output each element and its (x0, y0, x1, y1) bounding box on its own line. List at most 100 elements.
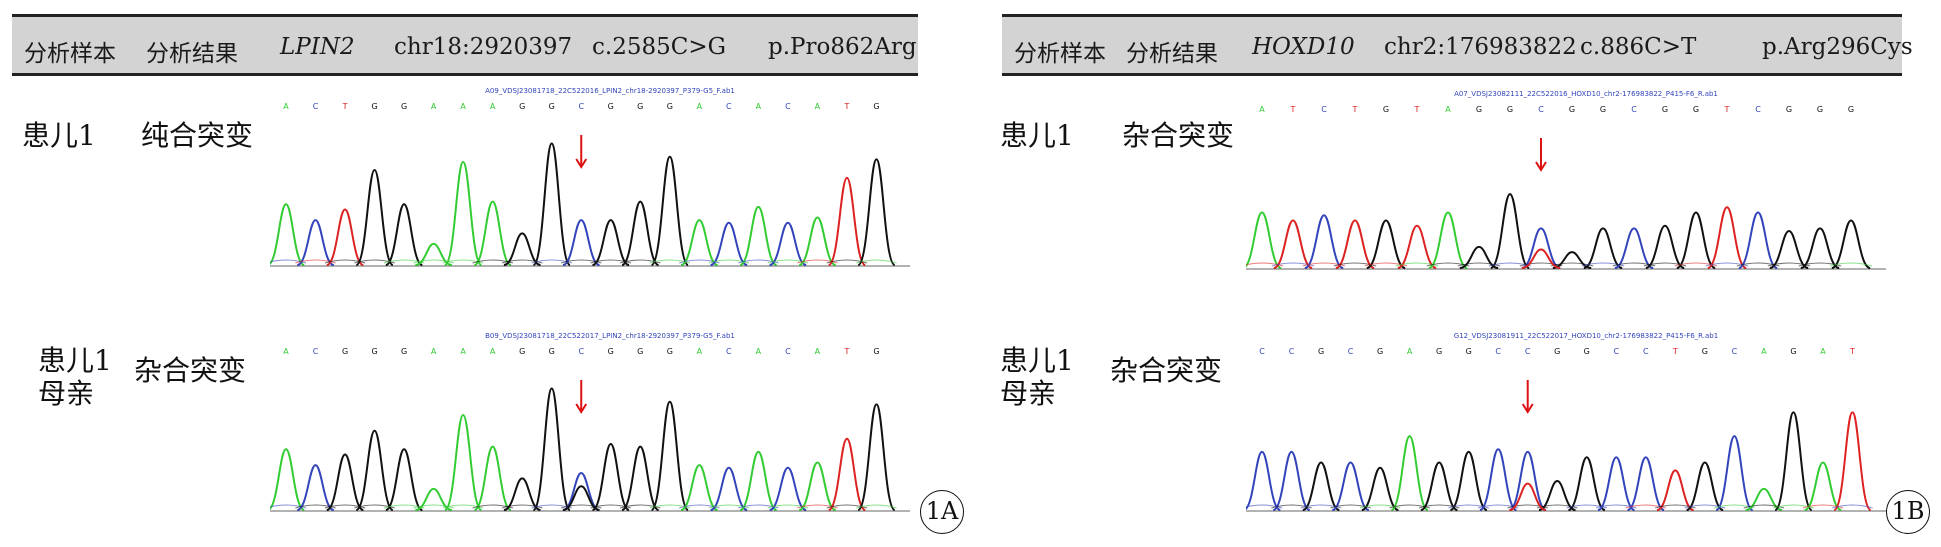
base-call: C (313, 102, 319, 111)
trace-peak (798, 461, 837, 511)
trace-filename: B09_VDSJ23081718_22C522017_LPIN2_chr18-2… (485, 332, 735, 340)
trace-noise (738, 504, 779, 509)
trace-peak (1273, 219, 1313, 269)
trace-noise (1643, 262, 1687, 267)
trace-peak (591, 442, 630, 511)
trace-noise (1773, 504, 1814, 509)
secondary-peak (1509, 482, 1547, 511)
base-call: G (873, 347, 879, 356)
variant-header: 分析样本 分析结果 HOXD10 chr2:176983822 c.886C>T… (1002, 14, 1913, 76)
trace-noise (1655, 504, 1696, 509)
trace-noise (649, 504, 691, 509)
trace-peak (1428, 211, 1468, 269)
trace-peak (270, 203, 305, 266)
trace-peak (769, 466, 807, 511)
trace-noise (826, 504, 868, 509)
base-call: C (578, 102, 584, 111)
trace-noise (442, 259, 484, 264)
trace-noise (1743, 504, 1785, 509)
trace-peak (1831, 219, 1871, 269)
base-call: C (578, 347, 584, 356)
base-call: G (1476, 105, 1482, 114)
trace-noise (797, 259, 838, 264)
base-call: A (697, 347, 703, 356)
variant-header: 分析样本 分析结果 LPIN2 chr18:2920397 c.2585C>G … (12, 14, 918, 76)
base-call: C (1525, 347, 1531, 356)
trace-peak (1552, 251, 1592, 269)
secondary-peak (1521, 248, 1561, 269)
trace-peak (1676, 211, 1716, 269)
base-call: G (667, 102, 673, 111)
base-call: G (401, 347, 407, 356)
header-result-col: 分析结果 (1126, 41, 1218, 67)
trace-peak (621, 445, 660, 511)
row1-sample: 患儿1 (1000, 119, 1074, 152)
base-call: T (1414, 105, 1420, 114)
trace-noise (1581, 262, 1625, 267)
base-call: C (1631, 105, 1637, 114)
base-call: G (1466, 347, 1472, 356)
trace-noise (620, 259, 661, 264)
trace-peak (503, 477, 541, 511)
trace-noise (620, 504, 661, 509)
base-call: G (1702, 347, 1708, 356)
trace-noise (1418, 504, 1460, 509)
trace-noise (1302, 262, 1346, 267)
row1-result: 杂合突变 (1122, 119, 1235, 152)
trace-noise (1832, 504, 1873, 509)
trace-noise (1395, 262, 1439, 267)
variant-arrowhead (1521, 403, 1534, 414)
base-call: G (608, 102, 614, 111)
chromatogram-row1: A09_VDSJ23081718_22C522016_LPIN2_chr18-2… (270, 85, 910, 275)
trace-noise (1798, 262, 1842, 267)
base-call: G (1507, 105, 1513, 114)
trace-noise (324, 259, 366, 264)
trace-peak (473, 200, 512, 266)
header-sample-col: 分析样本 (24, 41, 116, 67)
trace-peak (1420, 461, 1458, 511)
trace-noise (1246, 262, 1284, 267)
row2-sample: 患儿1 (38, 344, 112, 377)
trace-noise (590, 259, 632, 264)
trace-noise (1596, 504, 1637, 509)
trace-peak (739, 450, 778, 511)
trace-noise (856, 504, 897, 509)
base-call: G (637, 102, 643, 111)
trace-peak (1627, 456, 1665, 511)
trace-peak (798, 216, 837, 266)
base-call: C (1259, 347, 1265, 356)
trace-peak (1645, 224, 1685, 269)
trace-peak (828, 437, 866, 511)
row2-sample: 患儿1 (1000, 344, 1074, 377)
base-call: C (1538, 105, 1544, 114)
chromatogram-row2: B09_VDSJ23081718_22C522017_LPIN2_chr18-2… (270, 330, 910, 520)
trace-peak (1508, 450, 1547, 511)
base-call: G (1848, 105, 1854, 114)
trace-peak (1449, 450, 1488, 511)
trace-noise (1389, 504, 1430, 509)
trace-noise (708, 259, 750, 264)
base-call: T (844, 347, 850, 356)
trace-peak (1302, 461, 1340, 511)
header-position: chr2:176983822 (1384, 34, 1577, 60)
base-call: T (1352, 105, 1358, 114)
trace-noise (1674, 262, 1718, 267)
trace-noise (354, 259, 395, 264)
base-call: T (342, 102, 348, 111)
trace-peak (1366, 219, 1406, 269)
trace-peak (385, 448, 423, 511)
base-call: A (460, 102, 466, 111)
trace-peak (443, 413, 483, 511)
base-call: G (371, 102, 377, 111)
base-call: C (1613, 347, 1619, 356)
base-call: G (873, 102, 879, 111)
base-call: A (697, 102, 703, 111)
header-protein: p.Pro862Arg (768, 34, 917, 60)
row2-sample-relation: 母亲 (1000, 377, 1057, 410)
trace-peak (680, 219, 719, 266)
base-call: G (1436, 347, 1442, 356)
base-call: G (1693, 105, 1699, 114)
base-call: C (1289, 347, 1295, 356)
trace-peak (385, 203, 423, 266)
trace-noise (560, 259, 602, 264)
